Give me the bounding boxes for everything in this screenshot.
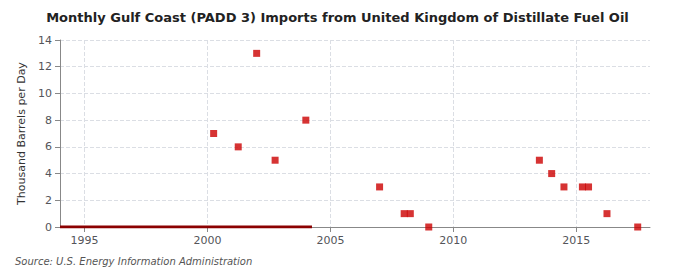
svg-text:6: 6 — [45, 140, 52, 153]
svg-text:4: 4 — [45, 167, 52, 180]
svg-text:Source: U.S. Energy Informatio: Source: U.S. Energy Information Administ… — [15, 256, 252, 267]
svg-text:2: 2 — [45, 194, 52, 207]
svg-text:8: 8 — [45, 114, 52, 127]
svg-text:Thousand Barrels per Day: Thousand Barrels per Day — [15, 62, 28, 206]
svg-text:2015: 2015 — [562, 234, 590, 247]
svg-text:2000: 2000 — [194, 234, 222, 247]
svg-text:1995: 1995 — [71, 234, 99, 247]
svg-text:14: 14 — [38, 34, 52, 47]
svg-text:2010: 2010 — [439, 234, 467, 247]
svg-text:10: 10 — [38, 87, 52, 100]
svg-text:0: 0 — [45, 221, 52, 234]
svg-text:Monthly Gulf Coast (PADD 3) Im: Monthly Gulf Coast (PADD 3) Imports from… — [46, 10, 629, 25]
svg-text:2005: 2005 — [316, 234, 344, 247]
svg-text:12: 12 — [38, 60, 52, 73]
